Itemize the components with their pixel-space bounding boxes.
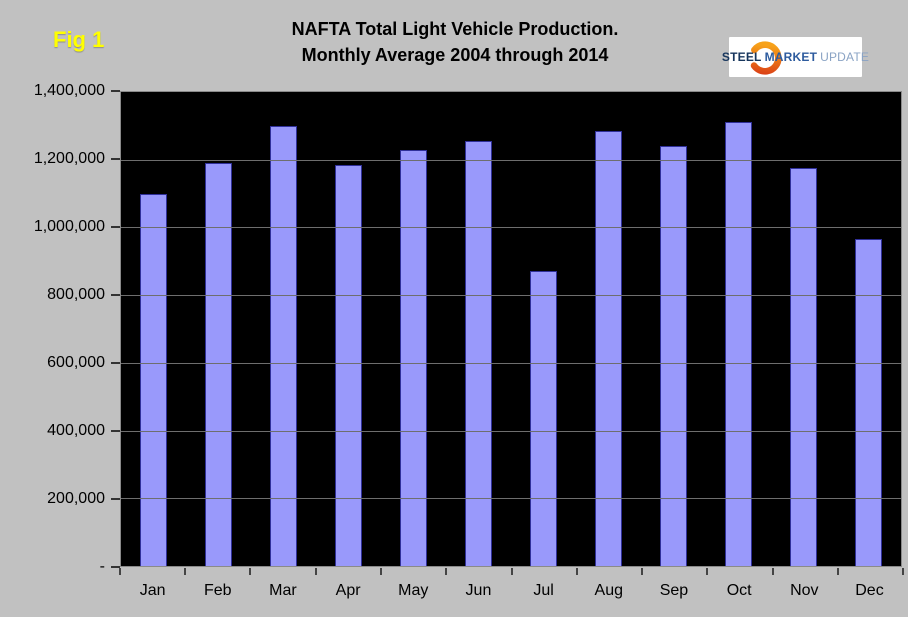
bar-nov [790, 168, 817, 566]
y-axis-label: 1,200,000 [33, 150, 105, 167]
y-axis-label: 1,400,000 [33, 82, 105, 99]
bar-oct [725, 122, 752, 566]
bar-slot-feb [186, 92, 251, 566]
y-axis-label: 600,000 [47, 354, 105, 371]
x-axis-labels: Jan Feb Mar Apr May Jun Jul Aug Sep Oct Nov Dec [120, 582, 902, 600]
x-axis-label-apr: Apr [335, 582, 361, 599]
x-axis-tick [119, 568, 121, 575]
gridline [121, 430, 901, 432]
x-axis-label-jun: Jun [465, 582, 492, 599]
figure-label: Fig 1 [53, 27, 105, 52]
y-axis-label: 400,000 [47, 422, 105, 439]
y-axis-label: - [99, 558, 105, 575]
bar-may [400, 149, 427, 566]
y-axis-tick [111, 157, 120, 160]
bar-slot-aug [576, 92, 641, 566]
x-axis-tick [640, 568, 643, 575]
bar-aug [595, 130, 622, 566]
x-axis-label-nov: Nov [790, 582, 819, 599]
y-axis-tick [111, 430, 120, 432]
logo-crescent-icon [748, 41, 782, 75]
x-axis-tick [575, 568, 578, 575]
bar-slot-mar [251, 92, 316, 566]
x-axis-tick [836, 568, 839, 575]
x-axis-tick [902, 568, 904, 575]
y-axis-tick [111, 294, 120, 296]
logo-text-update: UPDATE [820, 50, 870, 64]
y-axis-tick [111, 90, 120, 92]
bar-jan [140, 193, 167, 566]
x-axis-label-sep: Sep [659, 582, 689, 599]
bar-slot-dec [836, 92, 901, 566]
y-axis-label: 200,000 [47, 490, 105, 507]
bars-container [121, 92, 901, 566]
bar-slot-jun [446, 92, 511, 566]
gridline [121, 362, 901, 364]
smu-logo: STEEL MARKET UPDATE [722, 37, 869, 77]
x-axis-label-mar: Mar [269, 582, 297, 599]
bar-slot-jan [121, 92, 186, 566]
bar-jul [530, 271, 557, 566]
y-axis-labels: 1,400,000 1,200,000 1,000,000 800,000 600,00… [0, 82, 105, 575]
x-axis-label-dec: Dec [855, 582, 884, 599]
gridline [121, 295, 901, 297]
bar-dec [855, 239, 882, 566]
bar-slot-nov [771, 92, 836, 566]
x-axis-label-feb: Feb [203, 582, 232, 599]
x-axis-label-aug: Aug [594, 582, 624, 599]
bar-sep [660, 146, 687, 566]
gridline [121, 159, 901, 161]
logo-text-market: MARKET [764, 50, 818, 64]
x-axis-label-jul: Jul [533, 582, 554, 599]
x-axis-label-may: May [398, 582, 429, 599]
y-axis-ticks [111, 90, 120, 568]
x-axis-tick [379, 568, 382, 575]
bar-slot-apr [316, 92, 381, 566]
y-axis-tick [111, 566, 120, 568]
gridline [121, 498, 901, 500]
gridline [121, 227, 901, 229]
chart-title-line2: Monthly Average 2004 through 2014 [301, 45, 609, 66]
plot-area [120, 91, 902, 567]
bar-mar [270, 125, 297, 566]
x-axis-tick [314, 568, 317, 575]
y-axis-tick [111, 225, 120, 228]
bar-slot-may [381, 92, 446, 566]
x-axis-ticks [119, 568, 904, 575]
bar-slot-sep [641, 92, 706, 566]
bar-slot-jul [511, 92, 576, 566]
bar-jun [465, 141, 492, 566]
chart-title-line1: NAFTA Total Light Vehicle Production. [291, 19, 619, 39]
chart-title: NAFTA Total Light Vehicle Production. Mo… [90, 16, 820, 68]
y-axis-tick [111, 361, 120, 364]
bar-feb [205, 163, 232, 566]
x-axis-tick [510, 568, 513, 575]
x-axis-label-jan: Jan [139, 582, 166, 599]
x-axis-label-oct: Oct [726, 582, 752, 599]
x-axis-tick [249, 568, 252, 575]
logo-text-steel: STEEL [721, 50, 762, 64]
y-axis-tick [111, 498, 120, 500]
y-axis-label: 800,000 [47, 286, 105, 303]
y-axis-label: 1,000,000 [33, 218, 105, 235]
x-axis-tick [706, 568, 709, 575]
x-axis-tick [771, 568, 774, 575]
bar-slot-oct [706, 92, 771, 566]
bar-apr [335, 164, 362, 566]
x-axis-tick [445, 568, 448, 575]
x-axis-tick [184, 568, 187, 575]
